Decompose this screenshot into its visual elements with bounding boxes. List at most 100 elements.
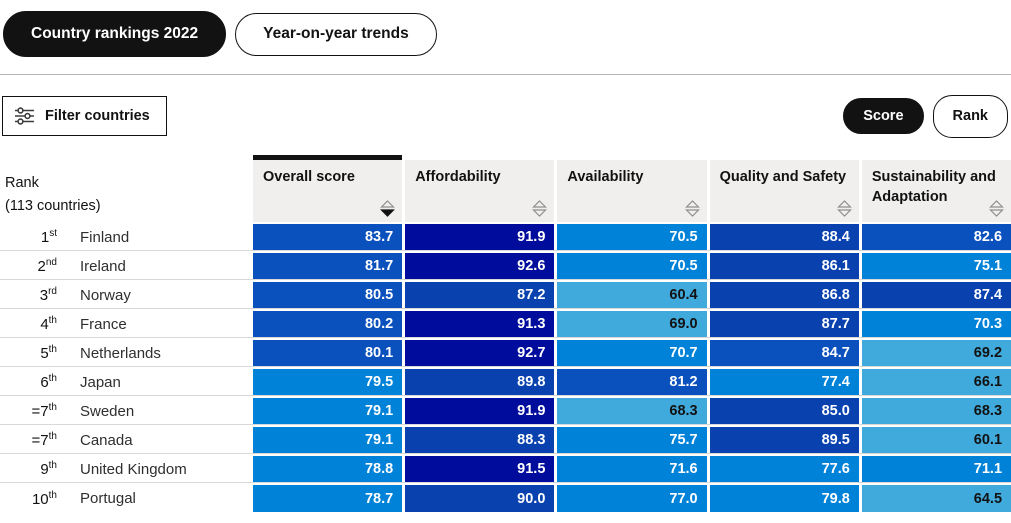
filter-countries-button[interactable]: Filter countries	[2, 96, 167, 136]
table-row: =7th Canada 79.1 88.3 75.7 89.5 60.1	[0, 427, 1011, 454]
score-cell: 78.7	[253, 485, 403, 512]
score-cell: 89.5	[709, 427, 859, 453]
sort-arrows-icon[interactable]	[836, 200, 852, 217]
score-cell: 69.0	[557, 311, 707, 337]
rank-value: 5th	[40, 344, 57, 362]
filter-countries-label: Filter countries	[45, 108, 150, 124]
rank-country-cell: 9th United Kingdom	[0, 456, 250, 482]
score-cell: 80.2	[253, 311, 403, 337]
score-cell: 83.7	[253, 224, 403, 250]
rank-column-header: Rank (113 countries)	[0, 155, 250, 222]
column-label: Affordability	[415, 169, 501, 185]
rank-value: 9th	[40, 460, 57, 478]
rank-toggle-button[interactable]: Rank	[932, 94, 1008, 138]
score-cell: 85.0	[709, 398, 859, 424]
table-row: =7th Sweden 79.1 91.9 68.3 85.0 68.3	[0, 398, 1011, 425]
country-name: Portugal	[80, 490, 136, 507]
score-cell: 80.1	[253, 340, 403, 366]
score-cell: 78.8	[253, 456, 403, 482]
tab-year-on-year-trends[interactable]: Year-on-year trends	[235, 12, 437, 56]
score-cell: 75.1	[861, 253, 1011, 279]
sort-arrows-icon[interactable]	[989, 200, 1004, 217]
rank-country-cell: =7th Sweden	[0, 398, 250, 424]
score-cell: 91.9	[405, 398, 555, 424]
sort-arrows-icon[interactable]	[532, 200, 548, 217]
filter-sliders-icon	[14, 106, 35, 126]
score-cell: 75.7	[557, 427, 707, 453]
rank-country-cell: 3rd Norway	[0, 282, 250, 308]
country-name: Norway	[80, 286, 131, 304]
table-row: 9th United Kingdom 78.8 91.5 71.6 77.6 71.1	[0, 456, 1011, 483]
column-header-affordability[interactable]: Affordability	[405, 155, 555, 222]
rank-value: 2nd	[37, 257, 57, 275]
score-cell: 79.5	[253, 369, 403, 395]
rank-country-cell: 6th Japan	[0, 369, 250, 395]
view-tabs: Country rankings 2022 Year-on-year trend…	[0, 0, 1011, 57]
rank-value: 3rd	[39, 286, 57, 304]
rank-value: 6th	[40, 373, 57, 391]
score-cell: 88.3	[405, 427, 555, 453]
country-name: Netherlands	[80, 344, 161, 362]
score-cell: 91.5	[405, 456, 555, 482]
score-cell: 86.1	[709, 253, 859, 279]
tab-country-rankings-2022[interactable]: Country rankings 2022	[3, 11, 227, 57]
score-toggle-button[interactable]: Score	[843, 98, 924, 134]
score-cell: 70.3	[861, 311, 1011, 337]
score-cell: 82.6	[861, 224, 1011, 250]
score-cell: 79.1	[253, 398, 403, 424]
score-cell: 80.5	[253, 282, 403, 308]
country-name: France	[80, 315, 127, 333]
country-name: Japan	[80, 373, 121, 391]
rank-value: 4th	[40, 315, 57, 333]
rank-country-cell: 2nd Ireland	[0, 253, 250, 279]
score-cell: 91.3	[405, 311, 555, 337]
score-cell: 84.7	[709, 340, 859, 366]
rank-value: =7th	[31, 402, 57, 420]
score-cell: 60.4	[557, 282, 707, 308]
rank-country-cell: 5th Netherlands	[0, 340, 250, 366]
column-label: Availability	[567, 169, 644, 185]
sort-arrows-icon[interactable]	[684, 200, 700, 217]
table-row: 3rd Norway 80.5 87.2 60.4 86.8 87.4	[0, 282, 1011, 309]
score-cell: 71.6	[557, 456, 707, 482]
table-body: 1st Finland 83.7 91.9 70.5 88.4 82.6 2nd Ireland…	[0, 224, 1011, 512]
rank-value: 1st	[40, 228, 57, 246]
column-header-overall-score[interactable]: Overall score	[253, 155, 403, 222]
rank-country-cell: =7th Canada	[0, 427, 250, 453]
score-cell: 79.8	[709, 485, 859, 512]
country-name: Sweden	[80, 402, 135, 420]
rank-value: 10th	[31, 489, 57, 508]
score-cell: 70.5	[557, 224, 707, 250]
rank-country-cell: 10th Portugal	[0, 485, 250, 512]
score-cell: 71.1	[861, 456, 1011, 482]
score-cell: 91.9	[405, 224, 555, 250]
score-cell: 70.5	[557, 253, 707, 279]
score-cell: 92.6	[405, 253, 555, 279]
table-header: Rank (113 countries) Overall score Affor…	[0, 155, 1011, 222]
score-cell: 66.1	[861, 369, 1011, 395]
score-cell: 64.5	[861, 485, 1011, 512]
section-divider	[0, 74, 1011, 75]
table-row: 6th Japan 79.5 89.8 81.2 77.4 66.1	[0, 369, 1011, 396]
sort-arrows-icon[interactable]	[380, 200, 396, 217]
score-cell: 69.2	[861, 340, 1011, 366]
column-header-sustainability-and-adaptation[interactable]: Sustainability and Adaptation	[861, 155, 1011, 222]
table-row: 2nd Ireland 81.7 92.6 70.5 86.1 75.1	[0, 253, 1011, 280]
toolbar: Filter countries Score Rank	[0, 94, 1011, 138]
score-cell: 77.4	[709, 369, 859, 395]
table-row: 10th Portugal 78.7 90.0 77.0 79.8 64.5	[0, 485, 1011, 512]
score-cell: 70.7	[557, 340, 707, 366]
score-cell: 88.4	[709, 224, 859, 250]
score-cell: 60.1	[861, 427, 1011, 453]
table-row: 1st Finland 83.7 91.9 70.5 88.4 82.6	[0, 224, 1011, 251]
score-cell: 68.3	[557, 398, 707, 424]
column-header-availability[interactable]: Availability	[557, 155, 707, 222]
score-rank-toggle: Score Rank	[843, 94, 1008, 138]
rank-header-line2: (113 countries)	[5, 198, 101, 214]
column-label: Sustainability and Adaptation	[871, 169, 996, 205]
column-header-quality-and-safety[interactable]: Quality and Safety	[709, 155, 859, 222]
country-name: Finland	[80, 228, 130, 246]
score-cell: 87.2	[405, 282, 555, 308]
rank-country-cell: 4th France	[0, 311, 250, 337]
score-cell: 89.8	[405, 369, 555, 395]
